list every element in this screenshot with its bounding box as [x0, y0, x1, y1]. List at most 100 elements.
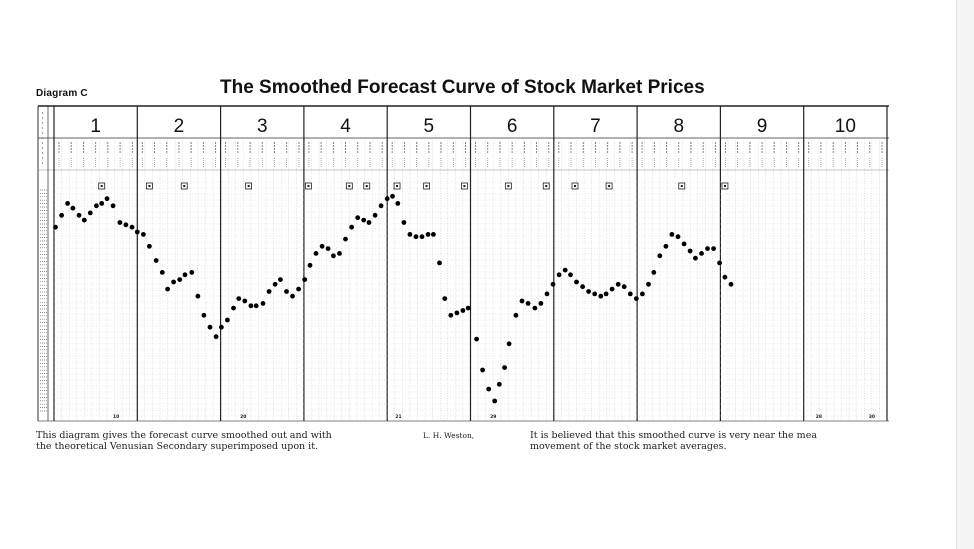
scale-header-mark — [41, 126, 44, 130]
data-point-67 — [448, 312, 454, 318]
data-point-57 — [390, 193, 395, 199]
box-marker — [423, 182, 430, 190]
data-point-45 — [319, 243, 325, 249]
data-point-71 — [474, 336, 479, 342]
data-point-26 — [207, 324, 213, 330]
data-point-0 — [53, 224, 58, 230]
caption-left-line-1: This diagram gives the forecast curve sm… — [36, 430, 332, 441]
data-point-13 — [129, 224, 135, 230]
data-point-110 — [705, 246, 710, 252]
data-point-14 — [134, 229, 140, 235]
data-point-7 — [94, 203, 99, 209]
page-scrollbar[interactable] — [956, 0, 974, 549]
bottom-mark-label-0: 10 — [113, 414, 119, 420]
bottom-mark-label-3: 29 — [490, 414, 496, 420]
data-point-32 — [242, 298, 248, 304]
data-point-101 — [651, 270, 657, 275]
panel-number-1: 1 — [90, 116, 101, 137]
data-point-10 — [110, 203, 116, 209]
box-marker — [721, 182, 729, 190]
box-marker — [678, 182, 686, 190]
scale-header-mark — [41, 161, 44, 165]
data-point-2 — [65, 201, 70, 206]
data-point-24 — [195, 293, 201, 299]
data-point-43 — [307, 262, 313, 268]
data-point-63 — [425, 232, 431, 237]
data-point-12 — [123, 222, 129, 228]
scale-header-mark — [41, 111, 44, 115]
box-marker — [571, 182, 579, 190]
data-point-70 — [465, 305, 471, 311]
box-marker — [605, 182, 613, 190]
data-point-107 — [687, 248, 693, 254]
data-point-46 — [325, 246, 331, 252]
data-point-40 — [290, 293, 295, 299]
data-point-25 — [201, 312, 207, 318]
scale-header-mark — [41, 131, 44, 135]
data-point-87 — [568, 272, 573, 278]
data-point-29 — [225, 317, 230, 323]
data-point-79 — [519, 298, 525, 304]
box-marker — [504, 182, 512, 190]
box-marker-center — [608, 185, 611, 187]
panel-number-7: 7 — [590, 116, 601, 137]
data-point-34 — [253, 303, 259, 309]
data-point-18 — [159, 270, 165, 275]
panel-number-10: 10 — [835, 116, 856, 137]
data-point-64 — [431, 232, 436, 237]
box-marker — [363, 182, 371, 190]
data-point-16 — [147, 243, 152, 249]
data-point-102 — [657, 253, 663, 259]
data-point-100 — [646, 281, 651, 287]
bottom-mark-label-5: 30 — [869, 414, 875, 420]
data-point-75 — [496, 381, 502, 387]
panel-number-3: 3 — [257, 116, 268, 137]
panel-number-6: 6 — [507, 116, 518, 137]
chart-title: The Smoothed Forecast Curve of Stock Mar… — [220, 77, 705, 98]
data-point-23 — [189, 270, 195, 275]
box-marker-center — [507, 185, 510, 187]
data-point-56 — [384, 196, 390, 202]
data-point-52 — [361, 217, 367, 223]
data-point-17 — [153, 258, 159, 263]
caption-right-line-1: It is believed that this smoothed curve … — [530, 430, 817, 441]
data-point-8 — [99, 201, 105, 206]
panel-number-9: 9 — [757, 116, 768, 137]
data-point-72 — [480, 367, 485, 373]
data-point-112 — [717, 260, 722, 266]
data-point-54 — [372, 212, 378, 218]
data-point-53 — [366, 220, 372, 225]
data-point-60 — [407, 232, 413, 237]
data-point-1 — [59, 212, 64, 218]
data-point-4 — [76, 212, 82, 218]
box-marker — [146, 182, 153, 190]
box-marker-center — [365, 185, 368, 187]
data-point-5 — [81, 217, 87, 223]
data-point-81 — [532, 305, 538, 311]
data-point-27 — [213, 334, 219, 340]
data-point-3 — [70, 205, 76, 211]
caption-right-line-2: movement of the stock market averages. — [530, 441, 727, 452]
data-point-80 — [525, 301, 531, 306]
data-point-58 — [395, 201, 401, 206]
data-point-92 — [598, 293, 604, 299]
data-point-69 — [460, 308, 466, 313]
panel-number-4: 4 — [340, 116, 351, 137]
box-marker-center — [148, 185, 151, 187]
data-point-82 — [538, 301, 544, 306]
box-marker — [542, 182, 550, 190]
data-point-66 — [442, 296, 448, 301]
data-point-28 — [219, 324, 224, 330]
data-point-48 — [337, 251, 342, 256]
data-point-96 — [621, 284, 627, 290]
bottom-mark-label-4: 28 — [816, 414, 822, 420]
box-marker-center — [723, 185, 726, 187]
data-point-77 — [506, 341, 512, 347]
data-point-113 — [722, 274, 728, 280]
box-marker — [345, 182, 353, 190]
data-point-109 — [699, 251, 704, 256]
caption-right: It is believed that this smoothed curve … — [530, 430, 886, 452]
data-point-88 — [574, 279, 579, 285]
data-point-106 — [681, 241, 687, 247]
